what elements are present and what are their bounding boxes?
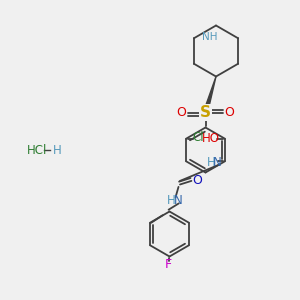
Text: H: H (52, 143, 61, 157)
Text: HO: HO (202, 132, 220, 145)
Text: H: H (167, 194, 176, 208)
Text: O: O (177, 106, 186, 119)
Text: O: O (192, 174, 202, 188)
Text: S: S (200, 105, 211, 120)
Text: F: F (164, 257, 172, 271)
Text: H: H (207, 156, 216, 169)
Text: N: N (213, 156, 222, 169)
Text: Cl: Cl (193, 131, 204, 144)
Text: N: N (173, 194, 182, 208)
Text: HCl: HCl (27, 143, 47, 157)
Text: NH: NH (202, 32, 218, 42)
Text: O: O (225, 106, 234, 119)
Polygon shape (203, 76, 216, 113)
